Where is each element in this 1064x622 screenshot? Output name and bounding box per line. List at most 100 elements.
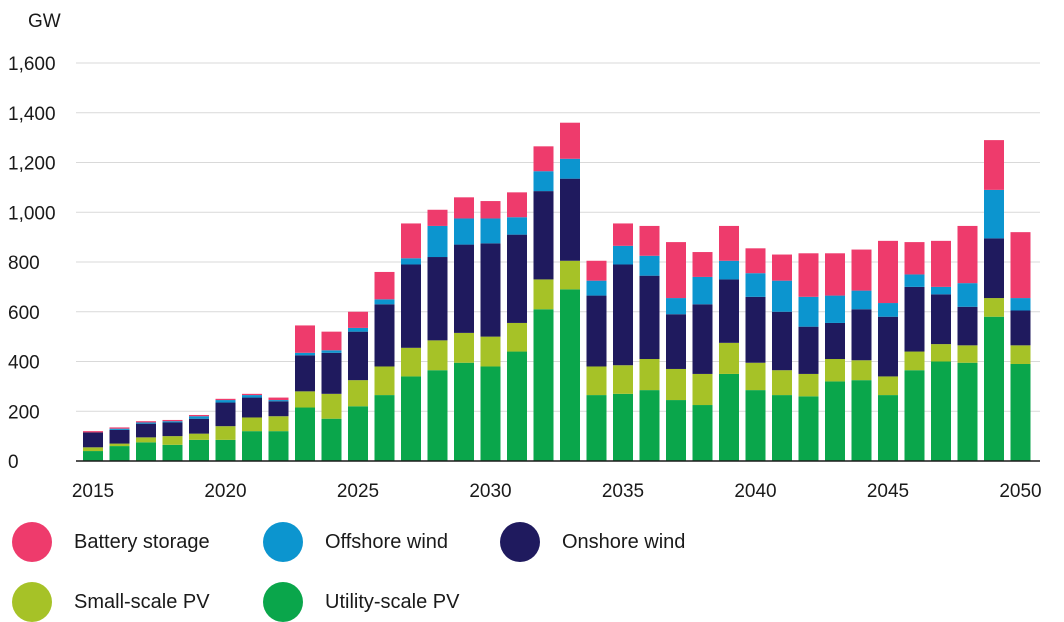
bar-stack: [692, 252, 713, 461]
bar-segment-small-scale-pv: [454, 332, 474, 363]
bar-segment-battery-storage: [613, 223, 633, 246]
bar-segment-small-scale-pv: [825, 359, 845, 382]
bar-stack: [931, 240, 951, 461]
bar-segment-offshore-wind: [586, 280, 607, 296]
bar-segment-battery-storage: [348, 311, 368, 328]
bar-segment-utility-scale-pv: [560, 289, 580, 461]
bar-segment-offshore-wind: [798, 296, 819, 327]
bar-segment-utility-scale-pv: [162, 444, 183, 461]
bar-segment-battery-storage: [1010, 232, 1031, 299]
bar-segment-utility-scale-pv: [454, 362, 474, 461]
bar-segment-small-scale-pv: [162, 436, 183, 445]
bar-segment-onshore-wind: [586, 295, 607, 367]
bar-segment-utility-scale-pv: [878, 395, 898, 461]
bar-segment-battery-storage: [401, 223, 421, 259]
bar-segment-utility-scale-pv: [374, 395, 395, 461]
bar-segment-offshore-wind: [719, 260, 739, 280]
bar-stack: [851, 249, 872, 461]
bar-stack: [427, 209, 448, 461]
bar-segment-utility-scale-pv: [586, 395, 607, 461]
bar-segment-battery-storage: [798, 253, 819, 297]
bar-segment-battery-storage: [692, 252, 713, 277]
bar-stack: [109, 427, 130, 461]
bar-stack: [719, 225, 739, 461]
bar-stack: [878, 240, 898, 461]
bar-segment-small-scale-pv: [109, 443, 130, 447]
bar-segment-utility-scale-pv: [321, 418, 342, 461]
bar-segment-offshore-wind: [109, 428, 130, 430]
y-tick-label: 1,400: [8, 104, 56, 125]
bar-segment-onshore-wind: [613, 264, 633, 366]
bar-segment-battery-storage: [851, 249, 872, 291]
x-tick-label: 2050: [999, 481, 1041, 502]
bar-segment-battery-storage: [984, 140, 1004, 190]
bar-segment-utility-scale-pv: [957, 362, 978, 461]
bar-segment-onshore-wind: [321, 352, 342, 394]
x-tick-label: 2035: [602, 481, 644, 502]
bar-segment-utility-scale-pv: [215, 439, 236, 461]
bars: [83, 122, 1031, 461]
bar-segment-battery-storage: [639, 225, 660, 256]
bar-segment-onshore-wind: [109, 429, 130, 444]
bar-segment-small-scale-pv: [348, 380, 368, 407]
bar-segment-utility-scale-pv: [136, 442, 156, 461]
bar-segment-utility-scale-pv: [984, 316, 1004, 461]
bar-segment-battery-storage: [931, 240, 951, 287]
bar-segment-onshore-wind: [136, 423, 156, 438]
y-tick-label: 600: [8, 303, 40, 324]
bar-segment-utility-scale-pv: [825, 381, 845, 461]
x-tick-label: 2025: [337, 481, 379, 502]
bar-segment-utility-scale-pv: [348, 406, 368, 461]
bar-stack: [162, 419, 183, 461]
bar-segment-utility-scale-pv: [772, 395, 792, 461]
x-axis-ticks: 2015 2020 2025 2030 2035 2040 2045 2050: [72, 481, 1042, 502]
bar-segment-small-scale-pv: [851, 360, 872, 381]
bar-segment-offshore-wind: [639, 255, 660, 276]
bar-segment-small-scale-pv: [957, 345, 978, 363]
bar-segment-small-scale-pv: [904, 351, 925, 371]
x-tick-label: 2040: [734, 481, 776, 502]
bar-segment-offshore-wind: [533, 171, 554, 192]
bar-segment-small-scale-pv: [215, 426, 236, 440]
bar-segment-offshore-wind: [242, 395, 262, 398]
bar-stack: [374, 271, 395, 461]
bar-segment-offshore-wind: [454, 218, 474, 245]
bar-segment-offshore-wind: [189, 416, 209, 419]
bar-segment-small-scale-pv: [878, 376, 898, 396]
bar-segment-onshore-wind: [984, 238, 1004, 299]
bar-segment-onshore-wind: [507, 234, 527, 323]
bar-segment-battery-storage: [904, 242, 925, 275]
unit-label: GW: [28, 11, 61, 32]
bar-segment-onshore-wind: [189, 418, 209, 434]
bar-segment-small-scale-pv: [772, 370, 792, 396]
x-tick-label: 2030: [469, 481, 511, 502]
bar-segment-onshore-wind: [348, 331, 368, 381]
bar-segment-battery-storage: [533, 146, 554, 172]
bar-segment-battery-storage: [268, 397, 289, 401]
bar-segment-offshore-wind: [904, 274, 925, 287]
bar-segment-utility-scale-pv: [295, 407, 315, 461]
bar-stack: [83, 431, 103, 461]
bar-segment-utility-scale-pv: [692, 405, 713, 461]
bar-segment-utility-scale-pv: [745, 390, 766, 461]
bar-segment-utility-scale-pv: [719, 373, 739, 461]
bar-segment-small-scale-pv: [1010, 345, 1031, 364]
bar-stack: [480, 201, 501, 461]
bar-segment-utility-scale-pv: [507, 351, 527, 461]
bar-segment-onshore-wind: [427, 257, 448, 341]
bar-segment-battery-storage: [772, 254, 792, 281]
bar-segment-small-scale-pv: [692, 373, 713, 406]
bar-segment-small-scale-pv: [931, 344, 951, 362]
y-tick-label: 1,000: [8, 203, 56, 224]
bar-segment-battery-storage: [878, 240, 898, 304]
bar-segment-onshore-wind: [454, 244, 474, 333]
y-tick-label: 1,600: [8, 54, 56, 75]
y-tick-label: 0: [8, 452, 19, 473]
bar-segment-battery-storage: [586, 260, 607, 281]
bar-stack: [136, 421, 156, 461]
bar-segment-onshore-wind: [904, 286, 925, 352]
bar-segment-battery-storage: [825, 253, 845, 296]
bar-segment-offshore-wind: [427, 225, 448, 258]
bar-segment-battery-storage: [83, 431, 103, 433]
bar-stack: [772, 254, 792, 461]
